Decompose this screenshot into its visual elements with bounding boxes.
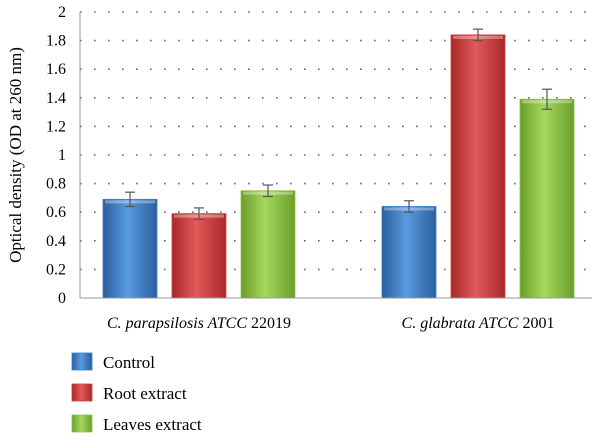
y-tick-label: 0.6 — [46, 204, 66, 221]
y-tick-label: 1 — [58, 147, 66, 164]
bar-leaves-extract-1 — [240, 190, 296, 299]
category-strain: 2001 — [518, 315, 554, 332]
y-tick-label: 2 — [58, 4, 66, 21]
legend-swatch — [71, 352, 93, 371]
legend-label: Root extract — [103, 384, 187, 403]
y-tick-label: 0.2 — [46, 261, 66, 278]
y-tick-label: 0.8 — [46, 176, 66, 193]
error-bar — [542, 88, 552, 110]
error-bar — [404, 200, 414, 213]
y-tick-label: 1.2 — [46, 118, 66, 135]
bar-root-extract-1 — [171, 213, 227, 299]
legend-item: Leaves extract — [71, 414, 202, 434]
category-labels: C. parapsilosis ATCC 22019 C. glabrata AT… — [107, 315, 554, 332]
y-tick-label: 1.6 — [46, 61, 66, 78]
legend-label: Control — [103, 353, 155, 372]
legend-item: Root extract — [71, 383, 187, 403]
y-tick-label: 1.8 — [46, 33, 66, 50]
legend-label: Leaves extract — [103, 415, 202, 434]
legend-item: Control — [71, 352, 155, 372]
y-axis: 0 0.2 0.4 0.6 0.8 1 1.2 1.4 1.6 1.8 2 — [46, 4, 592, 307]
category-strain: 22019 — [247, 315, 291, 332]
bar-root-extract-2 — [450, 34, 506, 299]
bar-control-2 — [381, 206, 437, 299]
y-tick-label: 0.4 — [46, 233, 66, 250]
error-bar — [125, 191, 135, 208]
bar-control-1 — [102, 198, 158, 299]
error-bar — [194, 207, 204, 220]
category-species: C. parapsilosis ATCC — [107, 315, 247, 332]
grid — [80, 11, 592, 271]
x-category-label: C. parapsilosis ATCC 22019 — [107, 315, 291, 332]
y-axis-label: Optical density (OD at 260 nm) — [6, 47, 25, 263]
y-tick-label: 0 — [58, 290, 66, 307]
error-bar — [263, 184, 273, 198]
bars — [102, 28, 575, 299]
legend: Control Root extract Leaves extract — [71, 352, 202, 434]
y-tick-label: 1.4 — [46, 90, 66, 107]
x-category-label: C. glabrata ATCC 2001 — [402, 315, 555, 332]
bar-leaves-extract-2 — [519, 98, 575, 299]
error-bar — [473, 28, 483, 42]
legend-swatch — [71, 383, 93, 402]
legend-swatch — [71, 414, 93, 433]
category-species: C. glabrata ATCC — [402, 315, 519, 332]
